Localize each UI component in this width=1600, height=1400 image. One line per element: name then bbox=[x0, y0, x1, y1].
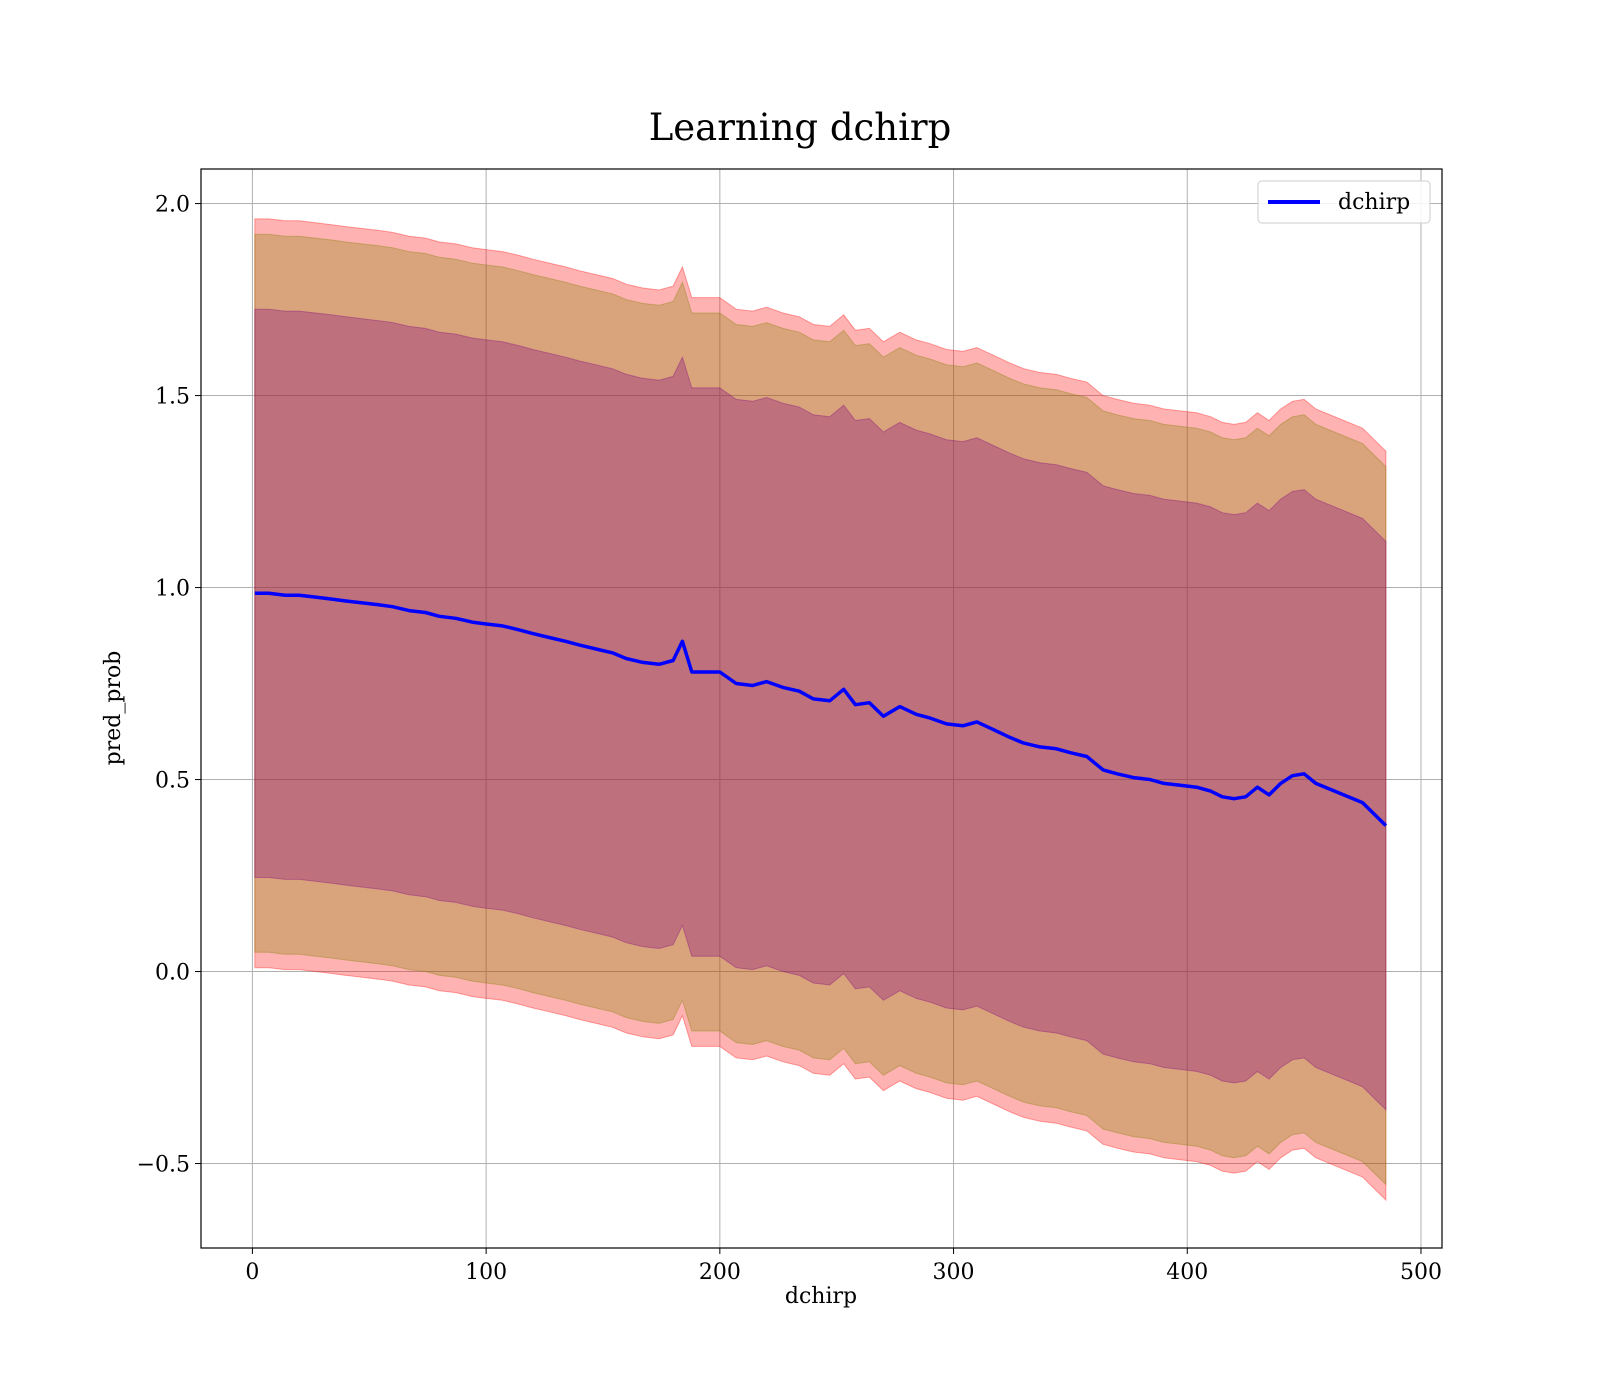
x-tick-label: 400 bbox=[1166, 1260, 1208, 1285]
y-tick-label: 0.0 bbox=[155, 961, 190, 986]
x-tick-label: 500 bbox=[1400, 1260, 1442, 1285]
y-tick-label: 2.0 bbox=[155, 193, 190, 218]
band-outer bbox=[254, 218, 1387, 1202]
y-axis-ticks: −0.5 0.0 0.5 1.0 1.5 2.0 bbox=[137, 193, 201, 1178]
band-inner bbox=[254, 308, 1387, 1111]
x-axis-ticks: 0 100 200 300 400 500 bbox=[245, 1248, 1442, 1285]
confidence-bands bbox=[254, 218, 1387, 1202]
legend-label: dchirp bbox=[1338, 190, 1410, 215]
y-axis-label: pred_prob bbox=[101, 651, 126, 766]
y-tick-label: 1.5 bbox=[155, 385, 190, 410]
legend: dchirp bbox=[1257, 180, 1431, 224]
y-tick-label: 1.0 bbox=[155, 577, 190, 602]
x-axis-label: dchirp bbox=[785, 1284, 857, 1309]
series-line-dchirp bbox=[254, 591, 1388, 827]
band-middle bbox=[254, 233, 1387, 1186]
y-tick-label: −0.5 bbox=[137, 1153, 190, 1178]
x-tick-label: 0 bbox=[245, 1260, 259, 1285]
grid bbox=[201, 169, 1442, 1248]
chart-title: Learning dchirp bbox=[649, 106, 952, 149]
x-tick-label: 200 bbox=[699, 1260, 741, 1285]
x-tick-label: 300 bbox=[933, 1260, 975, 1285]
y-tick-label: 0.5 bbox=[155, 769, 190, 794]
series-lines bbox=[254, 591, 1388, 827]
x-tick-label: 100 bbox=[465, 1260, 507, 1285]
plot-frame bbox=[200, 168, 1443, 1249]
legend-box bbox=[1257, 180, 1431, 224]
